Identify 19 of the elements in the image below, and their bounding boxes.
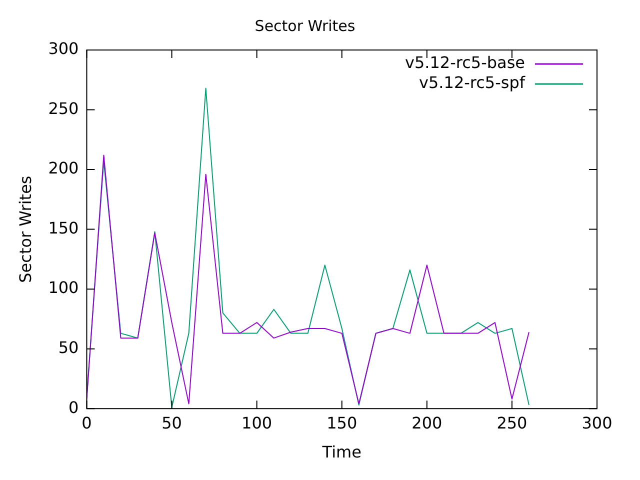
- y-axis-title: Sector Writes: [16, 176, 35, 283]
- y-tick-label: 0: [68, 398, 79, 417]
- x-tick-label: 0: [82, 413, 92, 432]
- x-tick-label: 250: [496, 413, 528, 432]
- y-tick-label: 200: [48, 158, 79, 178]
- legend-label: v5.12-rc5-spf: [419, 73, 526, 92]
- x-tick-label: 200: [412, 413, 442, 432]
- chart-title: Sector Writes: [254, 16, 356, 35]
- x-tick-label: 100: [242, 413, 272, 432]
- y-tick-label: 150: [48, 218, 79, 238]
- y-tick-label: 250: [48, 98, 79, 118]
- y-tick-label: 100: [48, 278, 79, 298]
- x-tick-label: 150: [326, 413, 358, 432]
- x-axis-title: Time: [321, 442, 362, 462]
- legend-label: v5.12-rc5-base: [405, 53, 525, 72]
- y-tick-label: 50: [58, 338, 79, 357]
- x-tick-label: 300: [582, 413, 612, 432]
- y-tick-label: 300: [48, 39, 79, 58]
- x-tick-label: 50: [162, 413, 182, 432]
